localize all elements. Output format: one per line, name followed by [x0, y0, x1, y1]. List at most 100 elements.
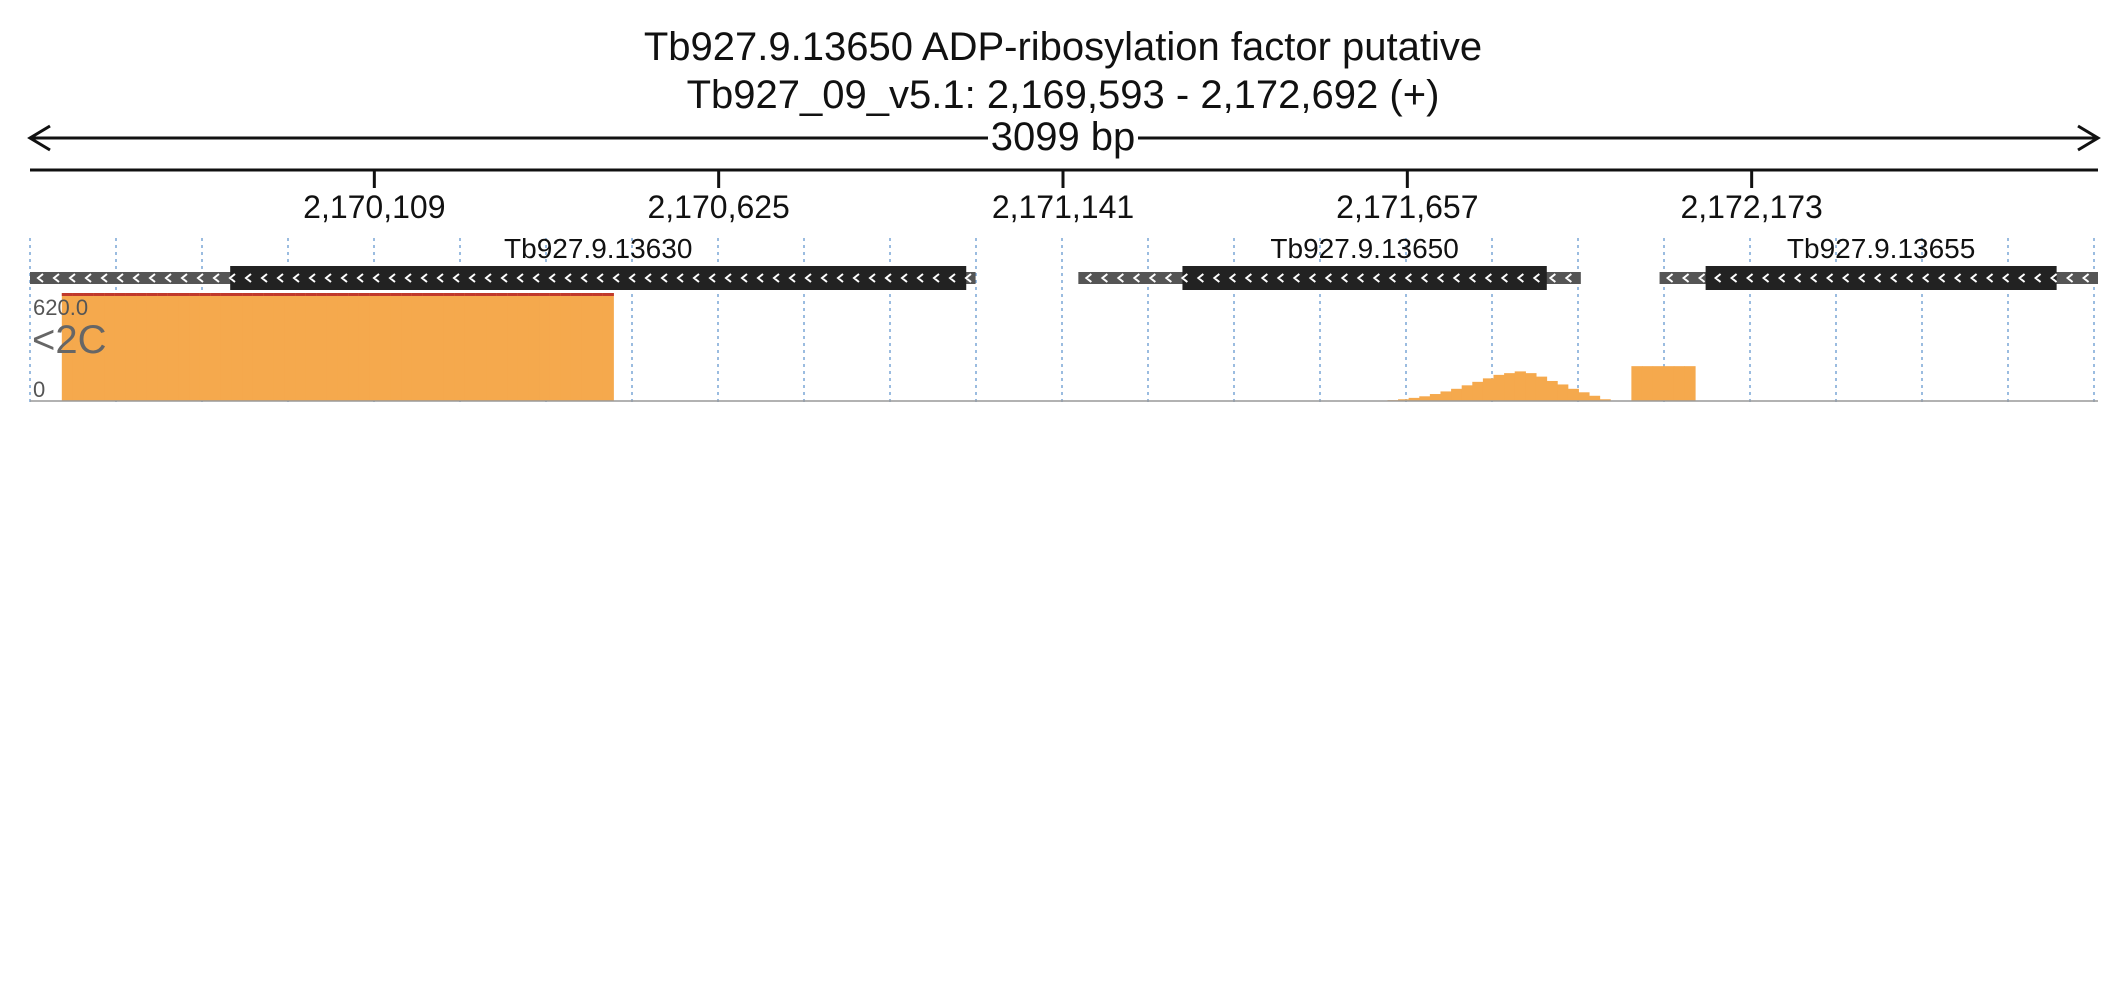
gene-label-1: Tb927.9.13650 [1270, 233, 1458, 264]
coverage-bar [72, 293, 84, 401]
coverage-bar [252, 293, 264, 401]
clip-marker [507, 293, 519, 296]
clip-marker [305, 293, 317, 296]
coverage-bar [157, 293, 169, 401]
track-name: <2C [32, 318, 107, 362]
coverage-bar [1493, 374, 1505, 401]
coverage-bar [114, 293, 127, 401]
coverage-bar [316, 293, 328, 401]
clip-marker [348, 293, 360, 296]
coverage-bar [146, 293, 158, 401]
clip-marker [114, 293, 127, 296]
coverage-bar [1673, 366, 1685, 401]
ruler-ticks: 2,170,109 2,170,625 2,171,141 2,171,657 2,17… [303, 170, 1823, 225]
coverage-bar [369, 293, 381, 401]
clip-marker [72, 293, 84, 296]
clip-marker [592, 293, 604, 296]
coverage-bar [1461, 385, 1473, 401]
coverage-bar [1472, 381, 1484, 401]
clip-marker [220, 293, 233, 296]
clip-marker [486, 293, 498, 296]
coverage-bar [1525, 373, 1537, 401]
coverage-bar [210, 293, 222, 401]
coverage-bar [475, 293, 487, 401]
coverage-bar [220, 293, 233, 401]
ruler-tick-label-1: 2,170,625 [647, 189, 789, 225]
coverage-bar [1684, 366, 1696, 401]
clip-marker [432, 293, 445, 296]
coverage-bar [507, 293, 519, 401]
clip-marker [316, 293, 328, 296]
clip-marker [358, 293, 370, 296]
ruler-tick-label-0: 2,170,109 [303, 189, 445, 225]
clip-marker [454, 293, 466, 296]
coverage-tracks: 620.0 0 <2C [30, 293, 2098, 402]
gene-body-1 [1182, 266, 1547, 290]
clip-marker [570, 293, 583, 296]
coverage-bar [486, 293, 498, 401]
coverage-bar [263, 293, 275, 401]
coverage-bar [1663, 366, 1675, 401]
coverage-bar [1567, 388, 1579, 401]
clip-marker [549, 293, 561, 296]
coverage-bar [432, 293, 445, 401]
clip-marker [189, 293, 201, 296]
coverage-bar [1440, 391, 1452, 401]
gene-label-2: Tb927.9.13655 [1787, 233, 1975, 264]
span-arrow-right-head [2077, 124, 2101, 152]
clip-marker [136, 293, 148, 296]
clip-marker [602, 293, 614, 296]
coverage-bar [1419, 396, 1431, 401]
coverage-bar [592, 293, 604, 401]
clip-marker [242, 293, 254, 296]
coverage-bar [199, 293, 211, 401]
clip-marker [390, 293, 402, 296]
span-label: 3099 bp [991, 115, 1136, 159]
clip-marker [61, 293, 74, 296]
coverage-bar [1408, 397, 1420, 401]
clip-marker [295, 293, 307, 296]
coverage-bar [411, 293, 423, 401]
track-ymin-label: 0 [33, 377, 45, 402]
coverage-bar [242, 293, 254, 401]
coverage-bar [83, 293, 95, 401]
coverage-bar [401, 293, 413, 401]
gene-label-0: Tb927.9.13630 [504, 233, 692, 264]
clip-marker [125, 293, 137, 296]
gene-strand-arrows-2 [1665, 273, 2090, 283]
coverage-bar [136, 293, 148, 401]
coverage-bar [1588, 395, 1601, 401]
clip-marker [210, 293, 222, 296]
coverage-bar [1641, 366, 1654, 401]
coverage-bar [528, 293, 540, 401]
coverage-bar [231, 293, 243, 401]
coverage-bar [1599, 399, 1611, 401]
coverage-bar [560, 293, 572, 401]
coverage-bar [454, 293, 466, 401]
clip-marker [167, 293, 180, 296]
clip-marker [263, 293, 275, 296]
coverage-bar [443, 293, 455, 401]
span-indicator: 3099 bp [27, 115, 2101, 159]
gene-strand-arrows-1 [1084, 273, 1572, 283]
coverage-bar [125, 293, 137, 401]
coverage-bar [1631, 366, 1643, 401]
coverage-bar [61, 293, 74, 401]
coverage-bar [422, 293, 434, 401]
coverage-bar [464, 293, 477, 401]
coverage-bar [284, 293, 296, 401]
clip-marker [178, 293, 190, 296]
clip-marker [83, 293, 95, 296]
coverage-bar [581, 293, 593, 401]
coverage-bar [496, 293, 508, 401]
coverage-bar [1557, 384, 1569, 401]
clip-marker [475, 293, 487, 296]
gene-track: Tb927.9.13630 Tb927.9.13650 Tb927.9.13655 [30, 233, 2098, 290]
coverage-bar [1652, 366, 1664, 401]
clip-marker [443, 293, 455, 296]
clip-marker [496, 293, 508, 296]
ruler-tick-label-3: 2,171,657 [1336, 189, 1478, 225]
coverage-bar [1482, 378, 1495, 401]
coverage-bar [1514, 371, 1526, 401]
clip-marker [104, 293, 116, 296]
